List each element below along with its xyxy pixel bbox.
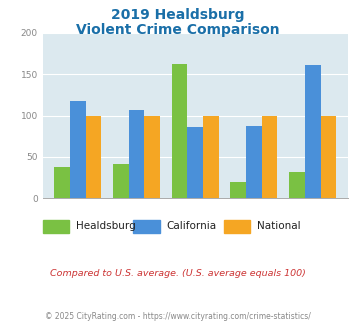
- Text: National: National: [257, 221, 300, 231]
- Bar: [203, 115, 219, 198]
- Bar: [129, 110, 144, 198]
- Text: California: California: [166, 221, 216, 231]
- Bar: [187, 127, 203, 198]
- Bar: [305, 65, 321, 198]
- Bar: [86, 115, 101, 198]
- Text: Compared to U.S. average. (U.S. average equals 100): Compared to U.S. average. (U.S. average …: [50, 269, 305, 278]
- Text: © 2025 CityRating.com - https://www.cityrating.com/crime-statistics/: © 2025 CityRating.com - https://www.city…: [45, 312, 310, 321]
- Bar: [70, 102, 86, 198]
- Text: 2019 Healdsburg: 2019 Healdsburg: [111, 8, 244, 22]
- Bar: [289, 172, 305, 198]
- Text: Violent Crime Comparison: Violent Crime Comparison: [76, 23, 279, 37]
- Bar: [54, 167, 70, 198]
- Bar: [262, 115, 278, 198]
- Bar: [246, 126, 262, 198]
- Bar: [230, 182, 246, 198]
- Text: Healdsburg: Healdsburg: [76, 221, 135, 231]
- Bar: [321, 115, 336, 198]
- Bar: [144, 115, 160, 198]
- Bar: [172, 63, 187, 198]
- Bar: [113, 164, 129, 198]
